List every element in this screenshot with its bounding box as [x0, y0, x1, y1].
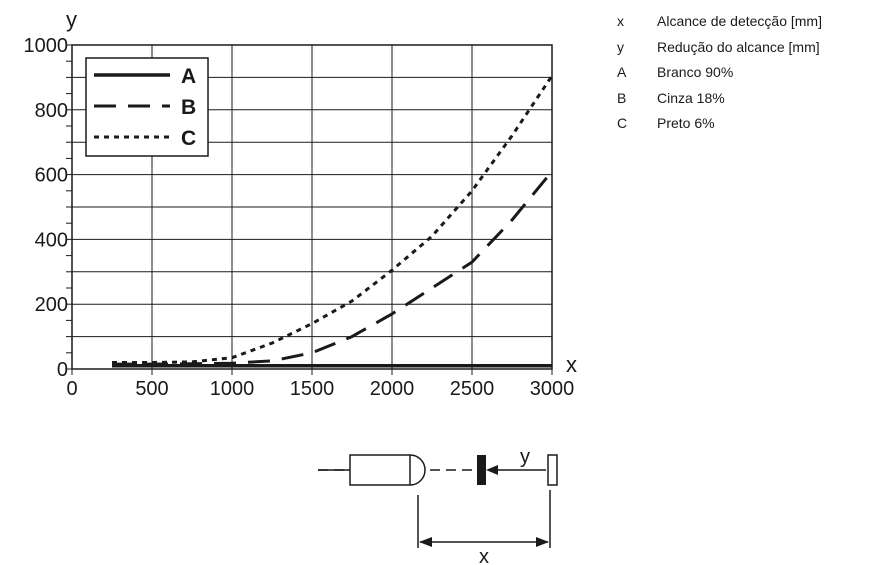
legend-label-a: A [181, 65, 196, 88]
key-row: y Redução do alcance [mm] [617, 35, 822, 61]
key-row: x Alcance de detecção [mm] [617, 9, 822, 35]
legend: ABC [85, 57, 209, 157]
y-tick-label: 400 [35, 229, 68, 251]
y-tick-label: 600 [35, 165, 68, 187]
x-axis-ticks: 0 500 1000 1500 2000 2500 3000 [66, 369, 574, 400]
key-symbol: A [617, 64, 627, 80]
sensor-body [349, 454, 426, 486]
key-text: Alcance de detecção [mm] [657, 13, 822, 29]
x-tick-label: 2000 [370, 378, 415, 400]
series-line-b [112, 170, 554, 366]
legend-label-c: C [181, 127, 196, 150]
x-tick-label: 3000 [530, 378, 575, 400]
x-axis-label: x [566, 352, 577, 377]
key-symbol: C [617, 115, 628, 131]
y-tick-label: 200 [35, 294, 68, 316]
object-block [477, 455, 486, 485]
reference-target [547, 454, 558, 486]
x-tick-label: 1500 [290, 378, 335, 400]
key-list: x Alcance de detecção [mm] y Redução do alc… [617, 9, 822, 137]
diagram-x-label: x [479, 546, 489, 565]
series-lines [112, 74, 554, 368]
y-tick-label: 0 [57, 359, 68, 381]
y-arrow-head [486, 465, 498, 475]
y-axis-label: y [66, 7, 77, 32]
x-tick-label: 1000 [210, 378, 255, 400]
x-tick-label: 0 [66, 378, 77, 400]
key-symbol: y [617, 38, 624, 55]
series-line-c [112, 74, 554, 364]
legend-label-b: B [181, 96, 196, 119]
key-text: Preto 6% [657, 115, 715, 131]
y-tick-label: 800 [35, 100, 68, 122]
key-row: B Cinza 18% [617, 86, 822, 112]
y-tick-label: 1000 [24, 35, 69, 57]
key-text: Branco 90% [657, 64, 734, 80]
sensor-diagram: y x [318, 446, 558, 565]
x-tick-label: 500 [135, 378, 168, 400]
key-row: C Preto 6% [617, 111, 822, 137]
key-symbol: B [617, 89, 627, 106]
x-arrow-right [536, 537, 549, 547]
key-text: Redução do alcance [mm] [657, 38, 820, 55]
diagram-y-label: y [520, 446, 530, 468]
x-arrow-left [419, 537, 432, 547]
x-tick-label: 2500 [450, 378, 495, 400]
key-text: Cinza 18% [657, 89, 725, 106]
key-symbol: x [617, 13, 624, 29]
y-axis-ticks: 0 200 400 600 800 1000 [24, 35, 69, 381]
key-row: A Branco 90% [617, 60, 822, 86]
